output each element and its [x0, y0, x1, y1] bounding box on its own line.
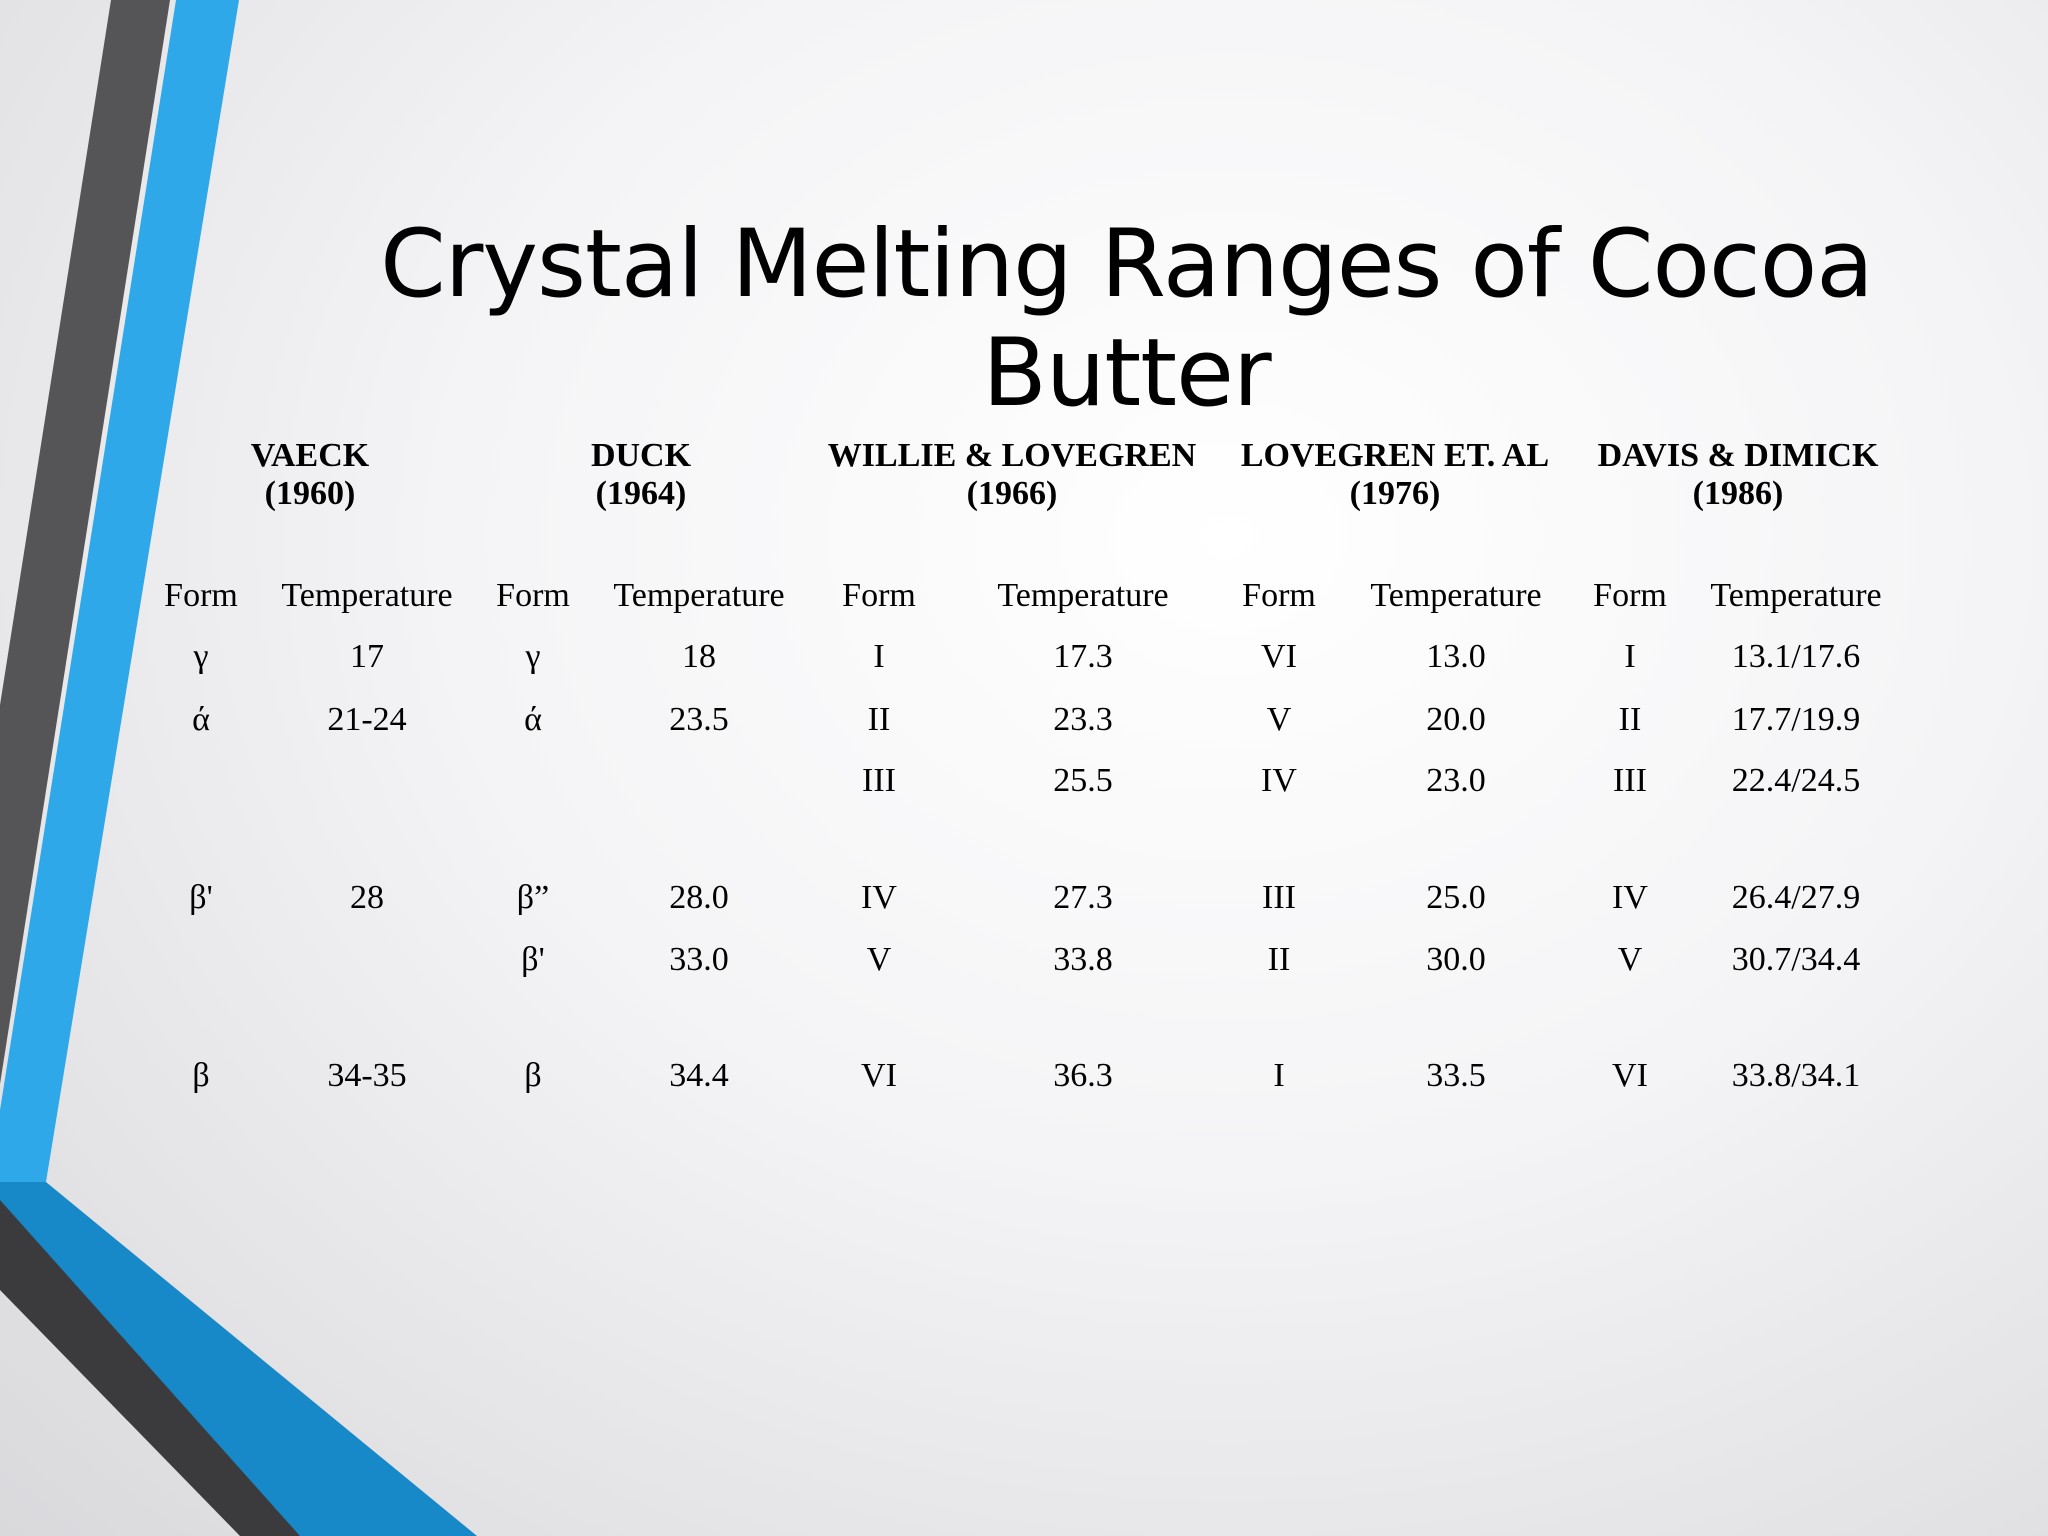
column-header: Form	[1242, 577, 1316, 614]
column-header: Temperature	[1370, 577, 1542, 614]
table-cell: 33.5	[1426, 1057, 1486, 1094]
table-cell: 34-35	[327, 1057, 407, 1094]
table-cell: 34.4	[669, 1057, 729, 1094]
table-cell: VI	[1612, 1057, 1648, 1094]
group-year: (1976)	[1349, 475, 1441, 512]
table-cell: VI	[1261, 638, 1297, 675]
group-year: (1966)	[966, 475, 1058, 512]
column-header: Form	[164, 577, 238, 614]
table-cell: γ	[525, 638, 541, 675]
column-header: Temperature	[281, 577, 453, 614]
stripe	[0, 1182, 477, 1536]
table-cell: 33.0	[669, 941, 729, 978]
table-cell: 33.8/34.1	[1731, 1057, 1861, 1094]
table-cell: 23.3	[1053, 701, 1113, 738]
table-cell: 17.3	[1053, 638, 1113, 675]
column-header: Temperature	[1710, 577, 1882, 614]
table-cell: 26.4/27.9	[1731, 879, 1861, 916]
table-cell: II	[1618, 701, 1642, 738]
column-header: Form	[496, 577, 570, 614]
table-cell: 13.0	[1426, 638, 1486, 675]
group-name: DAVIS & DIMICK	[1597, 437, 1879, 474]
table-cell: 18	[682, 638, 716, 675]
table-cell: 33.8	[1053, 941, 1113, 978]
column-header: Form	[1593, 577, 1667, 614]
table-cell: I	[1624, 638, 1636, 675]
group-name: DUCK	[590, 437, 692, 474]
table-cell: 25.5	[1053, 762, 1113, 799]
table-cell: β	[192, 1057, 210, 1094]
table-cell: ά	[524, 701, 542, 738]
table-cell: V	[1266, 701, 1292, 738]
stripe	[0, 0, 170, 1084]
table-cell: I	[1273, 1057, 1285, 1094]
stripe	[0, 1200, 300, 1536]
table-cell: 30.0	[1426, 941, 1486, 978]
table-cell: β	[524, 1057, 542, 1094]
table-cell: II	[1267, 941, 1291, 978]
table-cell: 22.4/24.5	[1731, 762, 1861, 799]
table-cell: IV	[1261, 762, 1297, 799]
table-cell: ά	[192, 701, 210, 738]
column-header: Temperature	[613, 577, 785, 614]
table-cell: V	[1617, 941, 1643, 978]
group-name: LOVEGREN ET. AL	[1240, 437, 1550, 474]
column-header: Temperature	[997, 577, 1169, 614]
table-cell: 27.3	[1053, 879, 1113, 916]
slide-title: Crystal Melting Ranges of Cocoa Butter	[380, 210, 1874, 428]
group-name: WILLIE & LOVEGREN	[827, 437, 1197, 474]
table-cell: 20.0	[1426, 701, 1486, 738]
column-header: Form	[842, 577, 916, 614]
stripe	[0, 0, 239, 1182]
table-cell: β'	[521, 941, 545, 978]
table-cell: IV	[1612, 879, 1648, 916]
group-name: VAECK	[250, 437, 370, 474]
table-cell: 17	[350, 638, 384, 675]
table-cell: 36.3	[1053, 1057, 1113, 1094]
table-cell: 30.7/34.4	[1731, 941, 1861, 978]
table-cell: III	[862, 762, 896, 799]
group-year: (1960)	[264, 475, 356, 512]
table-cell: III	[1262, 879, 1296, 916]
table-cell: 17.7/19.9	[1731, 701, 1861, 738]
table-cell: III	[1613, 762, 1647, 799]
table-cell: 28	[350, 879, 384, 916]
table-cell: β”	[516, 879, 550, 916]
group-year: (1986)	[1692, 475, 1784, 512]
group-year: (1964)	[595, 475, 687, 512]
table-cell: II	[867, 701, 891, 738]
table-cell: 13.1/17.6	[1731, 638, 1861, 675]
table-cell: 25.0	[1426, 879, 1486, 916]
table-cell: I	[873, 638, 885, 675]
table-cell: 23.5	[669, 701, 729, 738]
table-cell: V	[866, 941, 892, 978]
table-cell: γ	[193, 638, 209, 675]
table-cell: 28.0	[669, 879, 729, 916]
table-cell: IV	[861, 879, 897, 916]
table-cell: VI	[861, 1057, 897, 1094]
table-cell: 23.0	[1426, 762, 1486, 799]
table-cell: β'	[189, 879, 213, 916]
table-cell: 21-24	[327, 701, 407, 738]
